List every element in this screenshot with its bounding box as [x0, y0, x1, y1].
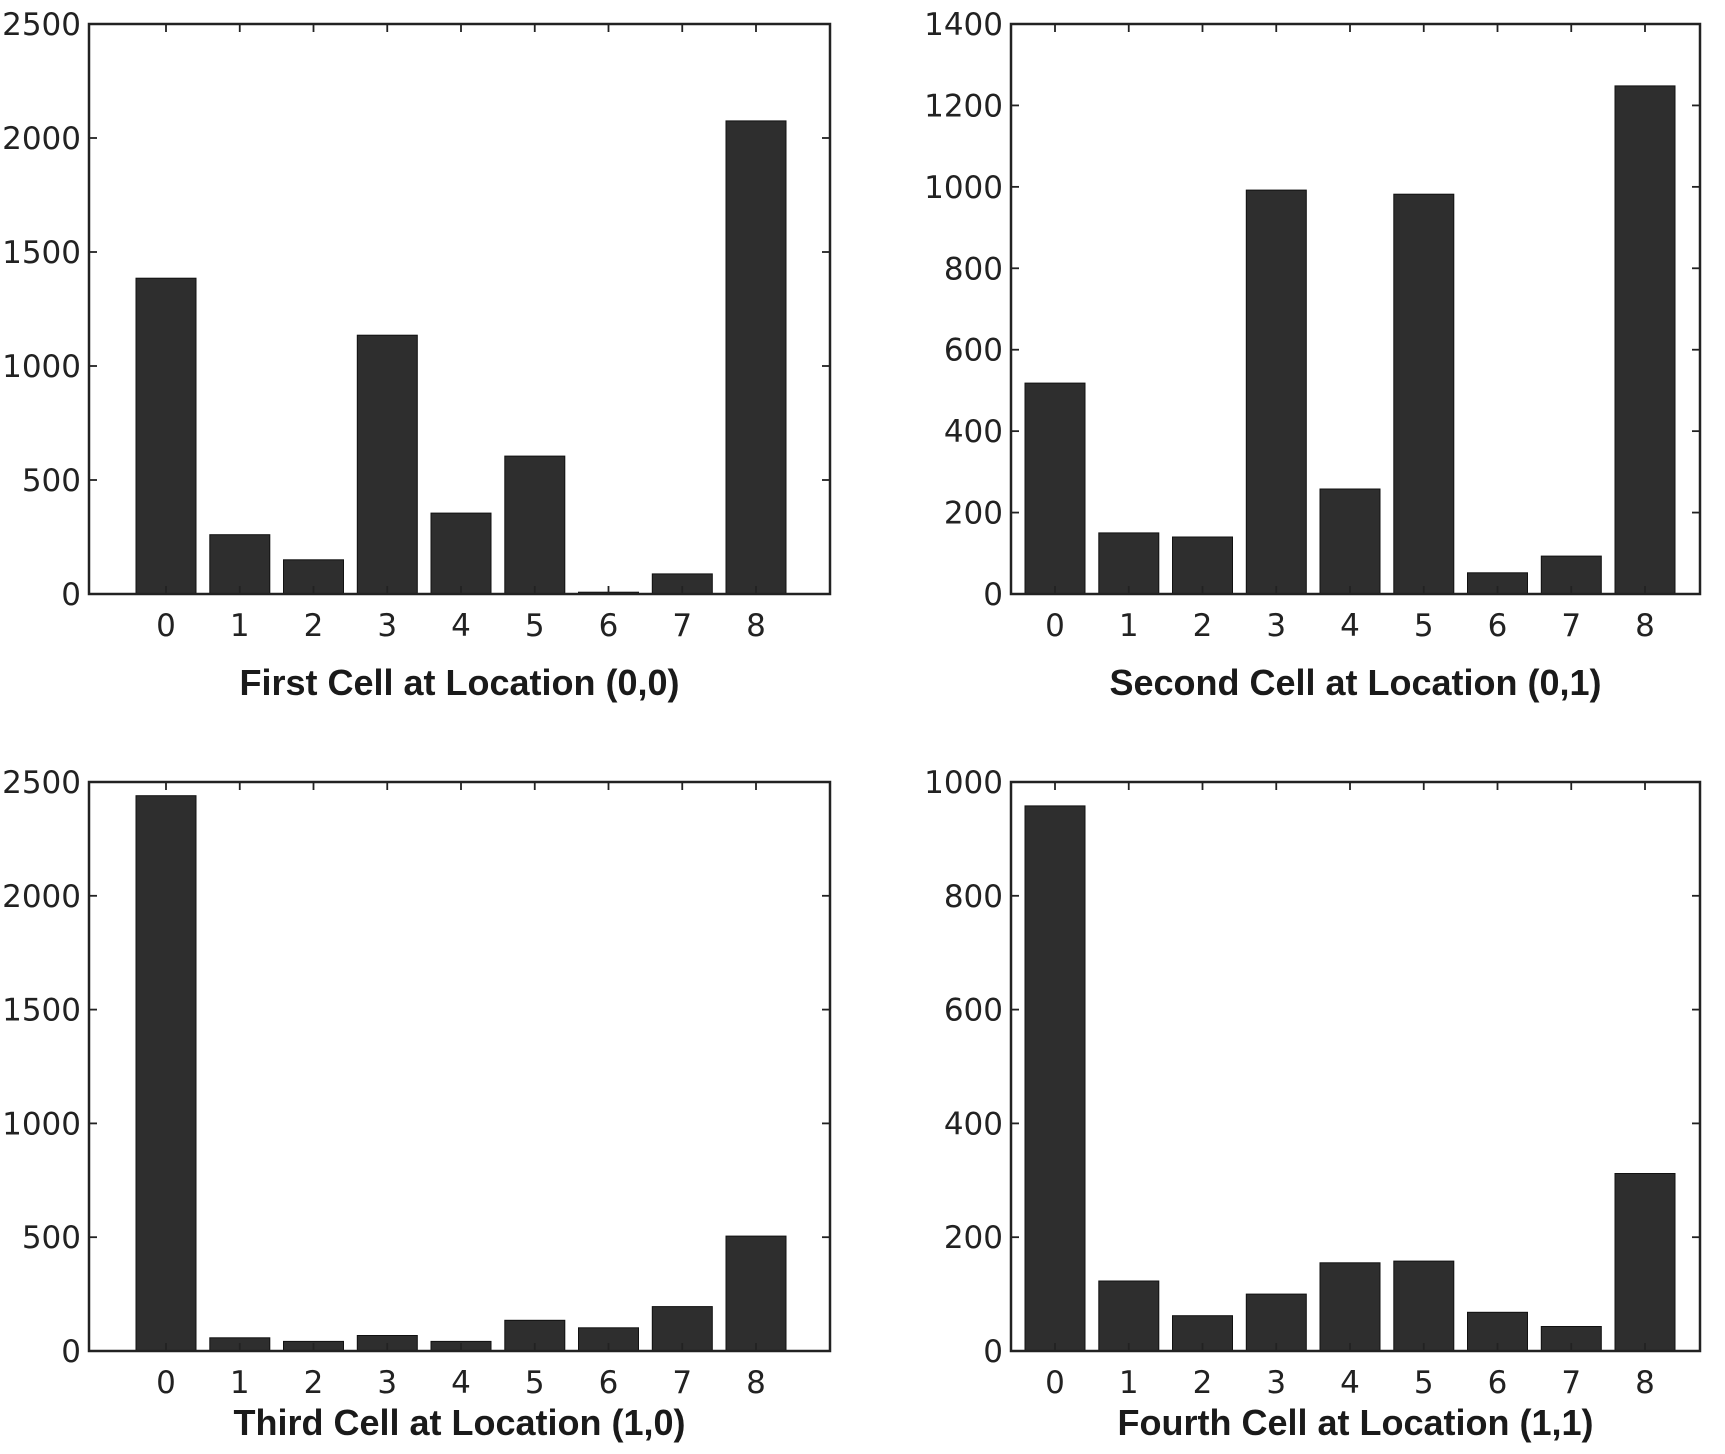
- bar-4: [1319, 1262, 1381, 1352]
- x-tick-label: 2: [1193, 608, 1213, 644]
- x-tick-label: 7: [672, 1365, 692, 1401]
- plot-frame: [1009, 22, 1702, 596]
- x-tick-label: 0: [156, 608, 176, 644]
- bar-8: [725, 1235, 787, 1352]
- x-tick-label: 4: [1340, 1365, 1360, 1401]
- y-tick-label: 0: [983, 577, 1003, 613]
- bar-1: [1098, 532, 1160, 595]
- y-tick-label: 2000: [2, 121, 81, 157]
- bar-0: [135, 277, 197, 595]
- x-tick-label: 0: [1045, 608, 1065, 644]
- bar-2: [1172, 536, 1233, 595]
- x-tick-label: 8: [1635, 608, 1655, 644]
- x-tick-label: 7: [672, 608, 692, 644]
- bar-5: [1393, 1260, 1455, 1352]
- y-tick-label: 400: [944, 1106, 1003, 1142]
- y-tick-label: 1000: [924, 765, 1003, 801]
- bar-0: [1024, 805, 1086, 1352]
- x-tick-label: 4: [1340, 608, 1360, 644]
- bar-3: [1245, 189, 1307, 595]
- x-tick-label: 6: [599, 608, 619, 644]
- x-tick-label: 5: [525, 608, 545, 644]
- x-tick-label: 6: [599, 1365, 619, 1401]
- chart-panel-first-cell: 0 500 1000 1500 2000 2500 0 1 2 3 4 5 6 7 8 First Cell …: [2, 7, 832, 703]
- plot-frame: [87, 22, 832, 596]
- chart-panel-second-cell: 0 200 400 600 800 1000 1200 1400 0 1 2 3 4 5 6 7 8 Second…: [924, 7, 1702, 703]
- chart-title: Second Cell at Location (0,1): [1109, 662, 1601, 703]
- y-tick-label: 1400: [924, 7, 1003, 43]
- y-tick-label: 1500: [2, 993, 81, 1029]
- x-tick-label: 7: [1561, 1365, 1581, 1401]
- plot-frame: [1009, 780, 1702, 1353]
- x-tick-label: 3: [377, 608, 397, 644]
- y-tick-label: 500: [22, 1220, 81, 1256]
- y-tick-label: 1000: [2, 1106, 81, 1142]
- bar-3: [356, 334, 418, 595]
- bar-5: [504, 455, 566, 595]
- bar-3: [1245, 1293, 1307, 1352]
- x-tick-label: 7: [1561, 608, 1581, 644]
- chart-title: First Cell at Location (0,0): [239, 662, 679, 703]
- y-tick-label: 800: [944, 879, 1003, 915]
- x-tick-label: 3: [1266, 608, 1286, 644]
- bar-0: [135, 795, 197, 1352]
- bar-0: [1024, 382, 1086, 595]
- y-tick-label: 600: [944, 993, 1003, 1029]
- x-tick-label: 5: [1414, 1365, 1434, 1401]
- x-tick-label: 2: [304, 608, 324, 644]
- x-tick-label: 1: [1119, 1365, 1139, 1401]
- bar-6: [1467, 1311, 1528, 1352]
- chart-panel-fourth-cell: 0 200 400 600 800 1000 0 1 2 3 4 5 6 7 8 Fourth Cell at…: [924, 765, 1702, 1443]
- x-tick-label: 4: [451, 608, 471, 644]
- x-tick-label: 0: [1045, 1365, 1065, 1401]
- chart-title: Third Cell at Location (1,0): [233, 1402, 685, 1443]
- y-tick-label: 200: [944, 1220, 1003, 1256]
- y-tick-label: 2000: [2, 879, 81, 915]
- x-tick-label: 0: [156, 1365, 176, 1401]
- y-tick-label: 2500: [2, 7, 81, 43]
- bar-8: [725, 120, 787, 595]
- x-tick-label: 1: [230, 1365, 250, 1401]
- chart-panel-third-cell: 0 500 1000 1500 2000 2500 0 1 2 3 4 5 6 7 8 Third Cell …: [2, 765, 832, 1443]
- y-tick-label: 1000: [2, 349, 81, 385]
- y-tick-label: 400: [944, 414, 1003, 450]
- x-tick-label: 8: [746, 608, 766, 644]
- x-tick-label: 4: [451, 1365, 471, 1401]
- x-tick-label: 3: [377, 1365, 397, 1401]
- x-tick-label: 8: [746, 1365, 766, 1401]
- x-tick-label: 2: [304, 1365, 324, 1401]
- x-tick-label: 1: [230, 608, 250, 644]
- y-tick-label: 500: [22, 463, 81, 499]
- y-tick-label: 800: [944, 251, 1003, 287]
- x-tick-label: 5: [525, 1365, 545, 1401]
- bar-8: [1614, 1173, 1676, 1352]
- plot-frame: [87, 780, 832, 1353]
- y-tick-label: 200: [944, 496, 1003, 532]
- bar-5: [1393, 193, 1455, 595]
- bar-4: [1319, 488, 1381, 595]
- y-tick-label: 1500: [2, 235, 81, 271]
- y-tick-label: 1000: [924, 170, 1003, 206]
- y-tick-label: 2500: [2, 765, 81, 801]
- x-tick-label: 5: [1414, 608, 1434, 644]
- y-tick-label: 600: [944, 333, 1003, 369]
- bar-1: [1098, 1280, 1160, 1352]
- chart-title: Fourth Cell at Location (1,1): [1117, 1402, 1593, 1443]
- x-tick-label: 6: [1488, 608, 1508, 644]
- x-tick-label: 3: [1266, 1365, 1286, 1401]
- y-tick-label: 1200: [924, 88, 1003, 124]
- y-tick-label: 0: [61, 577, 81, 613]
- x-tick-label: 1: [1119, 608, 1139, 644]
- bar-4: [430, 512, 492, 595]
- bar-1: [209, 534, 271, 595]
- x-tick-label: 2: [1193, 1365, 1213, 1401]
- y-tick-label: 0: [983, 1334, 1003, 1370]
- x-tick-label: 8: [1635, 1365, 1655, 1401]
- x-tick-label: 6: [1488, 1365, 1508, 1401]
- y-tick-label: 0: [61, 1334, 81, 1370]
- bar-8: [1614, 85, 1676, 595]
